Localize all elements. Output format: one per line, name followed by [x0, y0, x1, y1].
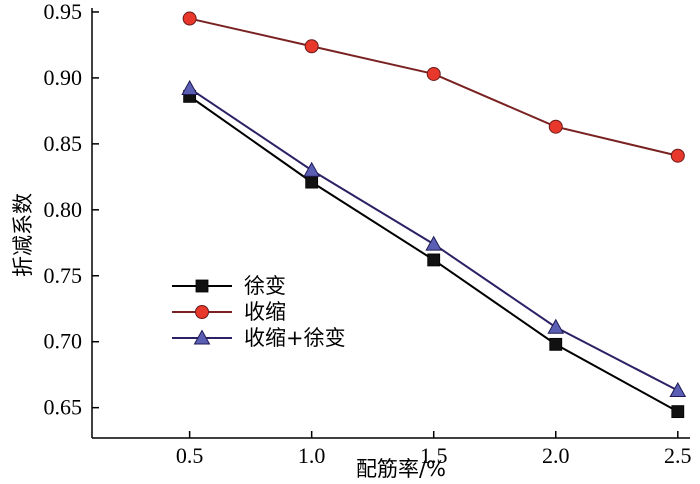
- y-tick-label: 0.95: [44, 0, 83, 24]
- series-1: [183, 89, 685, 419]
- x-tick-label: 0.5: [176, 443, 204, 468]
- legend-label: 徐变: [244, 274, 286, 298]
- axes: 0.65 0.70 0.75 0.80 0.85 0.90 0.95 0.5 1.0 1.5 2.0…: [44, 0, 692, 468]
- y-axis-label: 折减系数: [11, 193, 35, 277]
- legend-marker: [195, 305, 209, 319]
- data-point: [548, 119, 563, 134]
- legend-label: 收缩+徐变: [244, 326, 346, 350]
- legend-marker: [193, 329, 211, 345]
- y-tick-label: 0.75: [44, 263, 83, 288]
- data-point: [182, 11, 197, 26]
- legend-entry: 徐变: [172, 274, 286, 298]
- y-tick-label: 0.65: [44, 395, 83, 420]
- series-3: [181, 79, 687, 398]
- series-line: [189, 17, 679, 157]
- x-tick-label: 2.5: [664, 443, 692, 468]
- data-point: [547, 318, 565, 334]
- series-layer: [181, 11, 687, 419]
- data-point: [427, 253, 441, 267]
- data-point: [670, 148, 685, 163]
- legend-label: 收缩: [244, 300, 286, 324]
- y-tick-label: 0.80: [44, 197, 83, 222]
- y-tick-label: 0.70: [44, 329, 83, 354]
- data-point: [303, 161, 321, 177]
- y-tick-label: 0.85: [44, 131, 83, 156]
- data-point: [669, 381, 687, 398]
- data-point: [549, 337, 563, 351]
- data-point: [671, 405, 685, 419]
- legend-marker: [195, 279, 209, 293]
- data-point: [305, 175, 319, 189]
- x-axis-label: 配筋率/%: [356, 457, 446, 481]
- legend-entry: 收缩: [172, 300, 286, 324]
- data-point: [426, 66, 441, 81]
- x-tick-label: 1.0: [298, 443, 326, 468]
- x-tick-label: 2.0: [542, 443, 570, 468]
- legend-entry: 收缩+徐变: [172, 326, 346, 350]
- y-tick-label: 0.90: [44, 65, 83, 90]
- x-tick-label: 1.5: [420, 443, 448, 468]
- series-2: [182, 11, 685, 163]
- data-point: [181, 79, 198, 95]
- data-point: [304, 39, 319, 54]
- data-point: [425, 235, 443, 251]
